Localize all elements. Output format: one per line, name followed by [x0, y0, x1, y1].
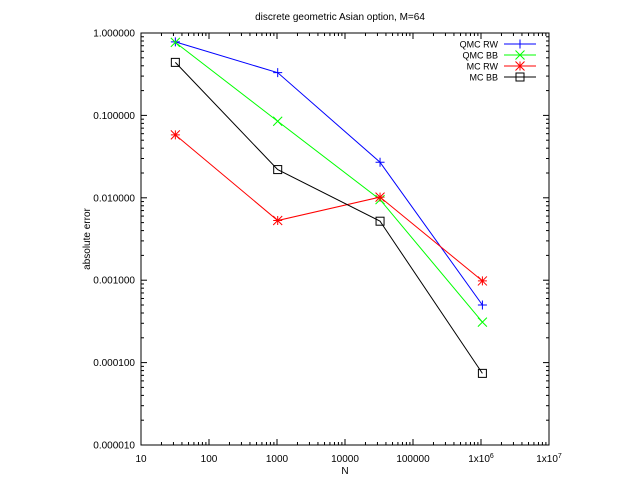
data-point-square — [515, 72, 525, 82]
data-point-cross — [477, 317, 488, 327]
series-mc-bb — [170, 57, 487, 378]
x-axis: 10 100 1000 10000 100000 1x106 1x107 — [135, 33, 562, 465]
y-tick-label: 0.001000 — [93, 276, 135, 287]
data-point-cross — [515, 50, 525, 60]
series-mc-rw — [170, 130, 488, 286]
x-tick-label: 1000 — [266, 454, 289, 465]
y-axis-label: absolute error — [82, 207, 93, 269]
data-point-square — [375, 216, 385, 226]
x-tick-label: 10 — [135, 454, 147, 465]
data-point-plus — [477, 300, 487, 310]
x-tick-label: 100 — [201, 454, 218, 465]
data-point-star — [170, 130, 181, 140]
series-line — [175, 134, 483, 282]
legend-label: MC RW — [467, 62, 499, 72]
series-line — [175, 41, 483, 306]
data-point-star — [515, 61, 525, 71]
series-qmc-rw — [170, 37, 487, 310]
data-point-star — [375, 192, 385, 202]
data-point-plus — [515, 39, 525, 49]
y-tick-label: 1.000000 — [93, 29, 135, 40]
series-qmc-bb — [170, 37, 488, 327]
chart-title: discrete geometric Asian option, M=64 — [255, 12, 425, 23]
y-tick-label: 0.000100 — [93, 358, 135, 369]
data-point-square — [273, 165, 283, 175]
x-tick-label: 10000 — [331, 454, 359, 465]
x-tick-label: 1x107 — [536, 453, 562, 465]
legend-label: QMC BB — [462, 51, 498, 61]
series-line — [174, 62, 483, 374]
data-point-square — [477, 368, 487, 378]
y-tick-label: 0.000010 — [93, 441, 135, 452]
data-point-plus — [375, 157, 385, 167]
series-layer — [170, 37, 488, 378]
data-point-plus — [273, 68, 283, 78]
data-point-cross — [272, 116, 283, 127]
data-point-square — [170, 57, 180, 67]
x-axis-label: N — [341, 466, 348, 477]
y-axis: 1.000000 0.100000 0.010000 0.001000 0.000100… — [93, 29, 549, 452]
plot-area-frame — [140, 32, 550, 446]
data-point-star — [477, 276, 488, 286]
y-tick-label: 0.100000 — [93, 111, 135, 122]
x-tick-label: 1x106 — [468, 453, 494, 465]
data-point-star — [272, 215, 283, 226]
data-point-cross — [170, 37, 181, 48]
legend-label: QMC RW — [460, 40, 499, 50]
x-tick-label: 100000 — [396, 454, 430, 465]
series-line — [175, 41, 483, 323]
y-tick-label: 0.010000 — [93, 193, 135, 204]
legend-label: MC BB — [469, 73, 498, 83]
